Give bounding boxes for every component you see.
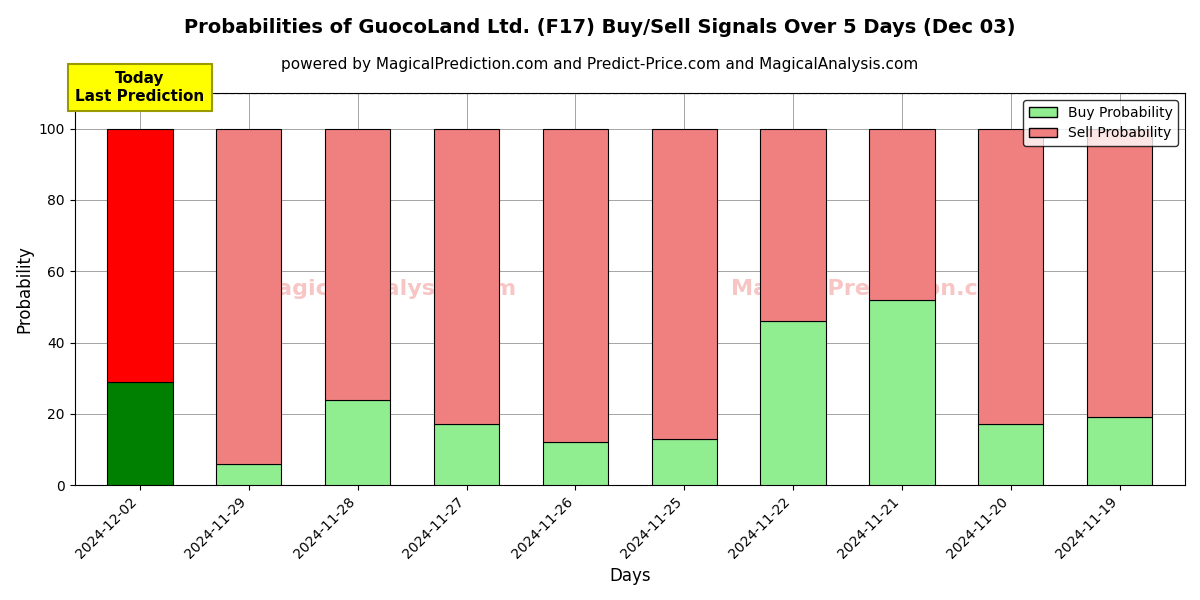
Bar xyxy=(652,439,716,485)
Y-axis label: Probability: Probability xyxy=(16,245,34,333)
Bar xyxy=(542,442,608,485)
Bar xyxy=(652,128,716,439)
Bar xyxy=(1087,128,1152,418)
Bar xyxy=(216,128,282,464)
Text: MagicalPrediction.com: MagicalPrediction.com xyxy=(732,279,1016,299)
Bar xyxy=(978,424,1044,485)
Bar xyxy=(325,400,390,485)
Text: Today
Last Prediction: Today Last Prediction xyxy=(76,71,204,104)
Bar xyxy=(978,128,1044,424)
Bar xyxy=(325,128,390,400)
Bar xyxy=(542,128,608,442)
Bar xyxy=(216,464,282,485)
Bar xyxy=(869,300,935,485)
X-axis label: Days: Days xyxy=(610,567,650,585)
Legend: Buy Probability, Sell Probability: Buy Probability, Sell Probability xyxy=(1024,100,1178,146)
Bar xyxy=(434,128,499,424)
Bar xyxy=(107,128,173,382)
Bar xyxy=(761,128,826,321)
Text: MagicalAnalysis.com: MagicalAnalysis.com xyxy=(254,279,516,299)
Text: powered by MagicalPrediction.com and Predict-Price.com and MagicalAnalysis.com: powered by MagicalPrediction.com and Pre… xyxy=(281,57,919,72)
Bar xyxy=(761,321,826,485)
Bar xyxy=(107,382,173,485)
Text: Probabilities of GuocoLand Ltd. (F17) Buy/Sell Signals Over 5 Days (Dec 03): Probabilities of GuocoLand Ltd. (F17) Bu… xyxy=(185,18,1015,37)
Bar xyxy=(434,424,499,485)
Bar xyxy=(1087,418,1152,485)
Bar xyxy=(869,128,935,300)
